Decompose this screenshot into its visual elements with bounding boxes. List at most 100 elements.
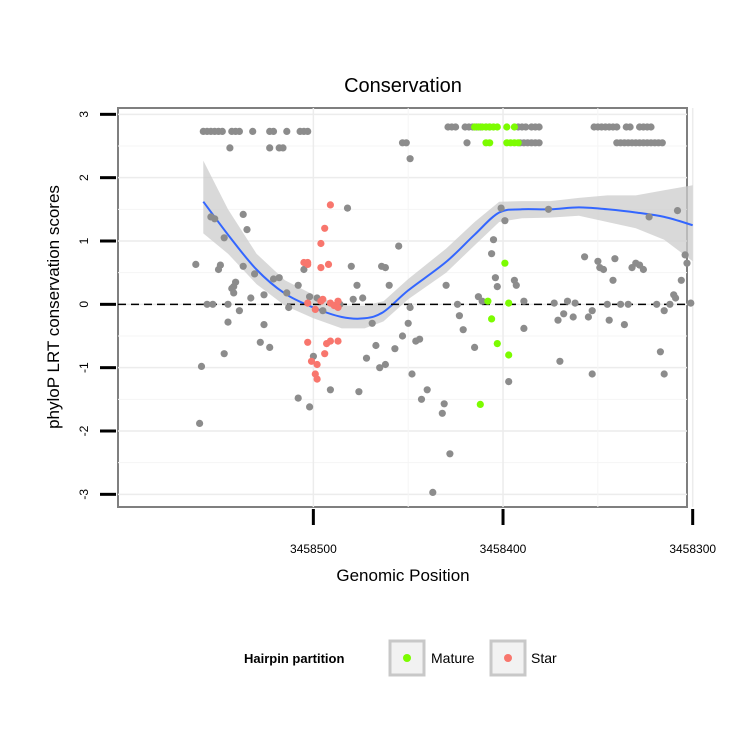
- point-other-8: [235, 127, 243, 135]
- point-other-42: [522, 123, 530, 131]
- point-star-14: [311, 305, 319, 313]
- point-other-144: [489, 236, 498, 244]
- y-tick-label-5: 2: [77, 174, 91, 181]
- point-other-183: [660, 370, 668, 378]
- point-other-125: [398, 332, 407, 340]
- point-other-159: [563, 297, 572, 305]
- point-mature-19: [493, 340, 501, 348]
- point-other-99: [269, 275, 278, 283]
- point-other-153: [520, 324, 528, 332]
- point-other-83: [224, 300, 232, 308]
- point-other-172: [611, 255, 619, 263]
- point-other-102: [285, 303, 293, 312]
- point-star-10: [319, 295, 327, 303]
- legend-swatch-star: [504, 654, 512, 662]
- point-other-134: [438, 409, 446, 417]
- point-other-157: [556, 357, 564, 365]
- point-other-136: [446, 450, 454, 458]
- point-other-160: [569, 313, 577, 321]
- point-other-32: [452, 123, 460, 131]
- point-other-132: [423, 386, 431, 394]
- point-mature-20: [505, 351, 513, 359]
- data-points: [192, 123, 695, 496]
- point-other-185: [666, 300, 674, 308]
- point-other-147: [497, 204, 505, 212]
- point-other-15: [304, 127, 312, 135]
- point-other-190: [681, 251, 689, 259]
- point-other-73: [197, 362, 206, 370]
- legend-title: Hairpin partition: [244, 651, 344, 666]
- point-star-22: [321, 350, 329, 358]
- point-other-97: [260, 321, 268, 329]
- point-star-8: [300, 258, 308, 267]
- point-other-71: [658, 139, 666, 147]
- x-tick-label-2: 3458300: [669, 542, 716, 556]
- point-other-54: [626, 123, 634, 131]
- point-other-96: [260, 291, 268, 299]
- point-other-106: [306, 403, 314, 411]
- point-other-113: [353, 281, 361, 289]
- point-mature-21: [476, 400, 484, 408]
- point-other-197: [347, 262, 355, 270]
- point-mature-10: [486, 139, 494, 147]
- point-other-196: [442, 281, 450, 289]
- point-other-131: [417, 395, 426, 403]
- point-other-138: [455, 312, 463, 320]
- point-other-101: [283, 289, 291, 297]
- point-other-163: [584, 313, 593, 321]
- point-other-92: [243, 226, 251, 234]
- point-other-130: [416, 335, 424, 343]
- point-star-2: [317, 239, 325, 248]
- point-other-123: [391, 345, 399, 353]
- point-other-17: [266, 144, 274, 152]
- point-other-187: [672, 294, 680, 302]
- point-other-146: [493, 283, 501, 291]
- point-star-3: [317, 264, 325, 272]
- point-other-12: [283, 127, 291, 135]
- y-tick-label-4: 1: [77, 237, 91, 244]
- point-other-78: [211, 215, 219, 223]
- point-other-95: [256, 338, 264, 346]
- point-other-124: [395, 242, 403, 250]
- legend-label-mature: Mature: [431, 650, 475, 666]
- point-other-45: [535, 123, 543, 131]
- point-other-155: [550, 299, 558, 307]
- point-other-121: [381, 264, 389, 272]
- point-mature-14: [514, 139, 522, 147]
- point-other-29: [406, 155, 414, 163]
- point-other-151: [512, 281, 520, 289]
- point-other-169: [603, 300, 611, 308]
- point-other-112: [349, 295, 357, 303]
- point-other-88: [232, 278, 240, 286]
- point-other-188: [673, 207, 682, 215]
- point-other-72: [192, 260, 200, 268]
- point-other-133: [429, 488, 437, 496]
- point-other-93: [247, 294, 255, 302]
- point-other-173: [617, 300, 625, 308]
- point-star-18: [334, 337, 342, 345]
- point-other-9: [249, 127, 257, 135]
- point-other-128: [408, 370, 416, 378]
- point-other-94: [251, 270, 259, 278]
- point-other-116: [362, 354, 371, 362]
- point-other-154: [544, 205, 553, 213]
- point-other-170: [605, 316, 613, 324]
- point-other-104: [294, 394, 302, 402]
- y-tick-label-1: -2: [77, 425, 91, 436]
- point-other-117: [368, 319, 376, 327]
- point-star-21: [313, 360, 321, 369]
- point-other-193: [343, 204, 352, 212]
- point-other-165: [588, 307, 596, 315]
- point-mature-18: [488, 315, 496, 323]
- point-other-75: [203, 300, 211, 308]
- point-mature-16: [501, 259, 509, 267]
- tick-labels: -3 -2 -1 0 1 2 3 3458500 3458400 3458300: [77, 111, 716, 556]
- point-other-107: [306, 293, 314, 301]
- chart-title: Conservation: [344, 75, 462, 97]
- point-other-137: [453, 300, 462, 308]
- point-star-19: [304, 338, 312, 346]
- x-tick-label-1: 3458400: [480, 542, 527, 556]
- point-other-114: [355, 388, 363, 396]
- point-other-142: [478, 297, 486, 305]
